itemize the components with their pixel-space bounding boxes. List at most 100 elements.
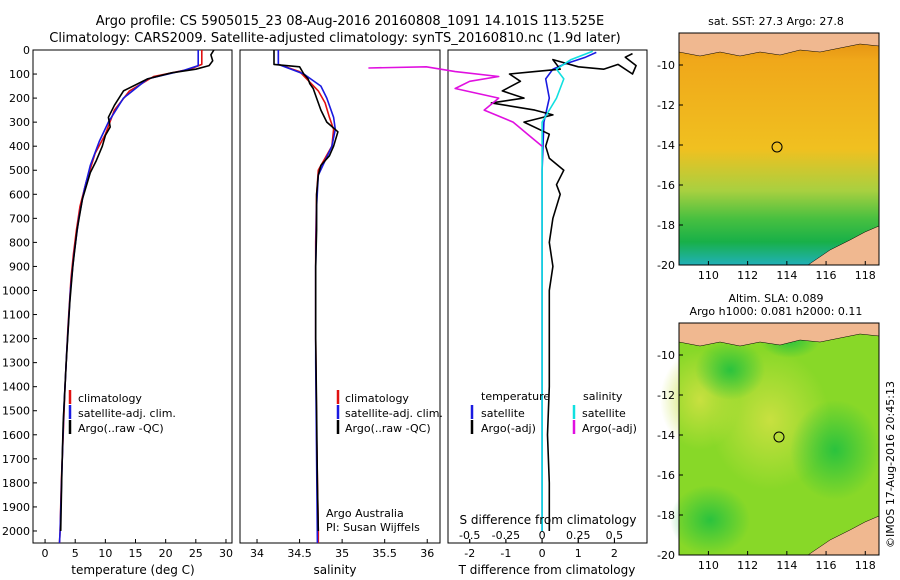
difference-panel: -2 -1 0 1 2 -0.5 -0.25 0 0.25 0.5 T difference f…: [368, 49, 648, 577]
t-difference-axis-label: T difference from climatology: [458, 563, 636, 577]
x-tick-label: 5: [72, 547, 79, 560]
sla-low-patch: [695, 340, 765, 400]
sst-map-frame: [678, 32, 880, 266]
latitude-tick-label: -12: [657, 99, 675, 112]
land-north: [678, 322, 880, 347]
x-tick-label: 25: [189, 547, 203, 560]
x-tick-label: 2: [611, 547, 618, 560]
longitude-tick-label: 114: [776, 269, 797, 282]
land-north: [678, 32, 880, 57]
depth-tick-label: 1600: [2, 429, 30, 442]
sla-latitude-axis: -10 -12 -14 -16 -18 -20: [657, 349, 683, 562]
depth-tick-label: 1500: [2, 405, 30, 418]
temperature-plot-frame: [32, 49, 233, 544]
difference-plot-frame: [447, 49, 648, 544]
latitude-tick-label: -16: [657, 469, 675, 482]
x-tick-label: 0: [539, 529, 546, 542]
depth-tick-label: 300: [9, 116, 30, 129]
depth-tick-label: 1700: [2, 453, 30, 466]
salinity-panel: 34 34.5 35 35.5 36 salinity climatology sate…: [239, 49, 443, 577]
title-line-1: Argo profile: CS 5905015_23 08-Aug-2016 …: [96, 14, 604, 29]
longitude-tick-label: 118: [855, 269, 876, 282]
sla-map-frame: [678, 322, 880, 556]
longitude-tick-label: 112: [737, 269, 758, 282]
x-tick-label: 0.25: [566, 529, 591, 542]
sst-map-panel: sat. SST: 27.3 Argo: 27.8 110 112 114 116 11…: [657, 15, 880, 282]
latitude-tick-label: -12: [657, 389, 675, 402]
x-tick-label: 30: [219, 547, 233, 560]
x-tick-label: 35: [335, 547, 349, 560]
x-tick-label: -0.5: [459, 529, 480, 542]
latitude-tick-label: -14: [657, 429, 675, 442]
legend-label-s-argo: Argo(-adj): [582, 422, 637, 435]
argo-location-marker: [771, 141, 783, 153]
legend-label-argo: Argo(..raw -QC): [78, 422, 164, 435]
latitude-tick-label: -18: [657, 509, 675, 522]
x-tick-label: -0.25: [492, 529, 520, 542]
x-tick-label: 35.5: [372, 547, 397, 560]
x-tick-label: 0: [42, 547, 49, 560]
sla-longitude-axis: 110 112 114 116 118: [698, 551, 876, 572]
x-tick-label: 0: [539, 547, 546, 560]
salinity-plot-frame: [239, 49, 441, 544]
x-tick-label: 1: [575, 547, 582, 560]
legend-label-satellite: satellite-adj. clim.: [345, 407, 443, 420]
sla-map-title-2: Argo h1000: 0.081 h2000: 0.11: [690, 305, 863, 318]
x-tick-label: 10: [98, 547, 112, 560]
legend-label-climatology: climatology: [78, 392, 142, 405]
temperature-panel: 0100200300400500600700800900100011001200…: [2, 44, 233, 577]
annotation-argo-australia: Argo Australia: [326, 507, 404, 520]
depth-tick-label: 1900: [2, 501, 30, 514]
argo-location-marker: [773, 431, 785, 443]
latitude-tick-label: -20: [657, 549, 675, 562]
footer-credit: ©IMOS 17-Aug-2016 20:45:13: [884, 381, 897, 548]
depth-tick-label: 100: [9, 68, 30, 81]
x-tick-label: -2: [464, 547, 475, 560]
sla-low-patch: [670, 485, 750, 555]
legend-label-argo: Argo(..raw -QC): [345, 422, 431, 435]
latitude-tick-label: -18: [657, 219, 675, 232]
depth-tick-label: 1400: [2, 381, 30, 394]
depth-tick-label: 400: [9, 140, 30, 153]
series-line-argo-raw-qc: [59, 49, 215, 532]
s-difference-axis-label: S difference from climatology: [460, 513, 637, 527]
depth-tick-label: 200: [9, 92, 30, 105]
depth-tick-label: 1100: [2, 309, 30, 322]
longitude-tick-label: 110: [698, 559, 719, 572]
title-line-2: Climatology: CARS2009. Satellite-adjuste…: [49, 31, 621, 46]
legend-title-salinity: salinity: [583, 390, 623, 403]
longitude-tick-label: 112: [737, 559, 758, 572]
latitude-tick-label: -14: [657, 139, 675, 152]
x-tick-label: 15: [129, 547, 143, 560]
temperature-legend: climatology satellite-adj. clim. Argo(..…: [68, 390, 176, 435]
longitude-tick-label: 116: [816, 269, 837, 282]
depth-tick-label: 1800: [2, 477, 30, 490]
series-line-argo-raw-qc: [273, 50, 339, 532]
latitude-tick-label: -20: [657, 259, 675, 272]
sst-latitude-axis: -10 -12 -14 -16 -18 -20: [657, 59, 683, 272]
legend-title-temperature: temperature: [481, 390, 550, 403]
x-tick-label: 20: [159, 547, 173, 560]
depth-tick-label: 2000: [2, 525, 30, 538]
series-line-argo-adj: [368, 66, 543, 147]
annotation-pi: PI: Susan Wijffels: [326, 521, 420, 534]
x-tick-label: -1: [500, 547, 511, 560]
sla-low-patch: [790, 400, 880, 500]
difference-legend: temperature salinity satellite Argo(-adj…: [470, 390, 637, 435]
sla-map-panel: Altim. SLA: 0.089 Argo h1000: 0.081 h200…: [657, 292, 880, 572]
depth-axis: 0 100 200 300 400 500 600 700 800 900 1000 1100 1200…: [2, 44, 37, 538]
sla-map-title-1: Altim. SLA: 0.089: [728, 292, 823, 305]
legend-label-climatology: climatology: [345, 392, 409, 405]
temperature-axis: 0 5 10 15 20 25 30: [42, 539, 233, 560]
legend-label-t-argo: Argo(-adj): [481, 422, 536, 435]
sst-field: [679, 33, 879, 265]
latitude-tick-label: -10: [657, 349, 675, 362]
legend-label-t-satellite: satellite: [481, 407, 525, 420]
depth-tick-label: 1200: [2, 333, 30, 346]
depth-tick-label: 1300: [2, 357, 30, 370]
latitude-tick-label: -16: [657, 179, 675, 192]
longitude-tick-label: 118: [855, 559, 876, 572]
series-line-argo-adj: [490, 52, 637, 531]
x-tick-label: 34.5: [287, 547, 312, 560]
